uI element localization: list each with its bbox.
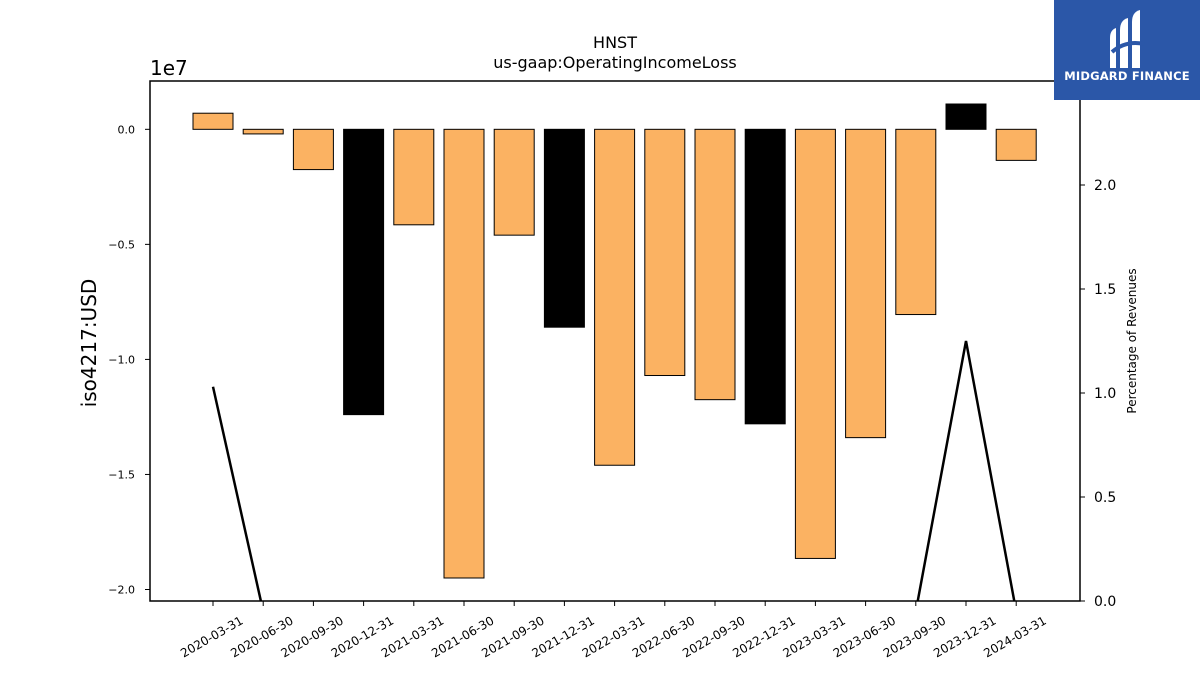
y-tick-label: −0.5 [108,238,135,251]
midgard-logo-icon [1110,10,1145,68]
bar-2020-09-30 [292,128,334,171]
bars-group [192,103,1037,579]
line-group [211,340,1016,601]
bar-2023-03-31 [794,128,836,559]
bar-2022-06-30 [644,128,686,377]
y2-tick-label: 0.5 [1094,490,1116,506]
bar-2021-03-31 [393,128,435,226]
line-segment-1 [916,340,1016,601]
bar-2020-03-31 [192,112,234,130]
bar-2024-03-31 [995,128,1037,161]
logo-text: MIDGARD FINANCE [1064,69,1190,83]
bar-2023-09-30 [895,128,937,316]
y-tick-label: −2.0 [108,583,135,596]
bar-2023-06-30 [845,128,887,439]
y2-ticks: 0.00.51.01.52.02.5 [1080,74,1116,610]
x-ticks: 2020-03-312020-06-302020-09-302020-12-31… [178,601,1049,660]
y-tick-label: −1.0 [108,353,135,366]
plot-frame [149,80,1081,602]
bar-2021-12-31 [543,128,585,328]
y-offset-text: 1e7 [150,56,188,80]
y-tick-label: −1.5 [108,468,135,481]
y2-tick-label: 1.0 [1094,386,1116,402]
midgard-finance-logo: MIDGARD FINANCE [1054,0,1200,100]
y2-tick-label: 0.0 [1094,594,1116,610]
y2-tick-label: 1.5 [1094,282,1116,298]
line-segment-0 [211,386,263,601]
bar-2022-12-31 [744,128,786,425]
chart-subtitle: us-gaap:OperatingIncomeLoss [493,53,737,72]
y-tick-label: 0.0 [118,123,136,136]
bar-2020-06-30 [242,128,284,135]
y2-axis-label: Percentage of Revenues [1125,268,1139,413]
bar-2022-09-30 [694,128,736,401]
y2-tick-label: 2.0 [1094,178,1116,194]
chart-title: HNST [593,33,637,52]
bar-2020-12-31 [343,128,385,416]
bar-2022-03-31 [594,128,636,466]
y-ticks: 0.0 −0.5 −1.0 −1.5 −2.0 [108,123,150,596]
y-axis-label: iso4217:USD [77,279,101,408]
bar-2021-09-30 [493,128,535,236]
bar-2021-06-30 [443,128,485,579]
bar-2023-12-31 [945,103,987,130]
